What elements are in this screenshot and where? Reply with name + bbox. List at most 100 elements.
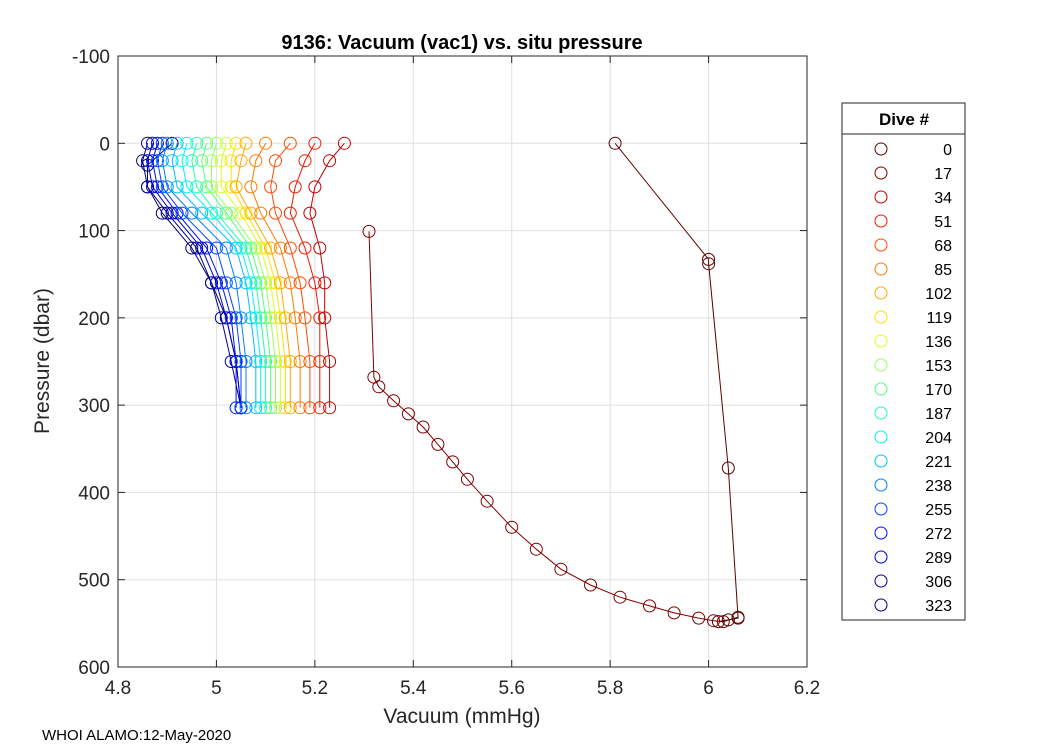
data-point (200, 241, 214, 255)
data-point (303, 206, 317, 220)
data-point (264, 276, 278, 290)
series-dive-153 (205, 136, 282, 415)
legend-label: 153 (925, 358, 952, 375)
legend-label: 17 (934, 166, 952, 183)
series-dive-306 (136, 136, 248, 415)
legend-marker (874, 238, 888, 252)
legend-label: 238 (925, 478, 952, 495)
legend-label: 51 (934, 214, 952, 231)
series-line (235, 143, 291, 408)
data-point (259, 401, 273, 415)
legend-label: 0 (943, 142, 952, 159)
series-line (289, 143, 321, 408)
data-point (155, 136, 169, 150)
series-dive-68 (264, 136, 317, 415)
data-point (190, 136, 204, 150)
legend-marker (874, 406, 888, 420)
data-point (313, 311, 327, 325)
data-point (416, 420, 430, 434)
series-dive-238 (155, 136, 253, 415)
y-ticks: -100 0 100 200 300 400 500 600 (72, 47, 807, 679)
data-point (185, 154, 199, 168)
legend-marker (874, 502, 888, 516)
data-point (249, 154, 263, 168)
data-point (229, 180, 243, 194)
data-point (234, 401, 248, 415)
x-tick-label: 5.4 (400, 678, 427, 699)
data-point (229, 355, 243, 368)
data-point (460, 472, 474, 486)
legend-marker (874, 334, 888, 348)
data-point (259, 276, 273, 290)
legend-marker (874, 286, 888, 300)
data-point (160, 180, 174, 194)
data-point (195, 206, 209, 220)
data-point (249, 401, 263, 415)
data-point (219, 311, 233, 325)
data-point (643, 599, 656, 613)
data-point (150, 180, 164, 194)
data-point (721, 461, 735, 475)
data-point (249, 276, 263, 290)
data-point (667, 606, 681, 620)
data-point (239, 355, 253, 368)
legend-items: 0 17 34 51 68 85 102 119 136 153 170 187 204 221 238 25… (874, 142, 952, 615)
data-point (303, 401, 317, 415)
legend-box (841, 102, 966, 621)
data-point (446, 455, 460, 469)
series-line (250, 143, 301, 408)
y-tick-label: 400 (78, 483, 110, 504)
data-point (170, 136, 184, 150)
legend-marker (874, 454, 888, 468)
data-point (283, 276, 297, 290)
data-point (313, 401, 327, 415)
legend-marker (874, 310, 888, 324)
data-point (136, 154, 150, 168)
data-point (288, 180, 302, 194)
data-point (229, 136, 243, 150)
data-point (269, 311, 282, 325)
data-point (224, 311, 238, 325)
series-dive-272 (146, 136, 243, 415)
y-tick-label: 600 (78, 658, 110, 679)
legend-label: 221 (925, 454, 952, 471)
data-point (195, 154, 209, 168)
series-dive-255 (150, 136, 248, 415)
data-point (362, 224, 376, 238)
data-point (249, 241, 263, 255)
data-point (313, 241, 327, 255)
data-point (224, 355, 238, 368)
data-point (254, 355, 268, 368)
data-point (224, 154, 238, 168)
data-point (273, 401, 287, 415)
data-point (239, 241, 253, 255)
data-point (224, 180, 238, 194)
data-point (716, 615, 730, 629)
series-line (171, 143, 257, 408)
data-point (293, 276, 307, 290)
data-point (180, 136, 194, 150)
data-point (150, 154, 164, 168)
legend-label: 323 (925, 598, 952, 615)
data-point (214, 180, 228, 194)
data-point (239, 401, 253, 415)
data-point (244, 180, 258, 194)
data-point (269, 355, 282, 368)
data-point (155, 180, 169, 194)
data-point (273, 241, 287, 255)
data-point (209, 276, 223, 290)
data-point (298, 154, 312, 168)
data-point (308, 136, 322, 150)
series-line (191, 143, 267, 408)
data-point (234, 355, 248, 368)
data-point (200, 180, 214, 194)
series-line (230, 143, 286, 408)
legend-marker (874, 526, 888, 540)
legend-marker (874, 214, 888, 228)
x-ticks: 4.8 5 5.2 5.4 5.6 5.8 6 6.2 (105, 56, 820, 699)
data-point (165, 154, 179, 168)
data-point (337, 136, 351, 150)
legend-title: Dive # (879, 110, 930, 129)
data-point (155, 154, 169, 168)
data-point (264, 180, 278, 194)
